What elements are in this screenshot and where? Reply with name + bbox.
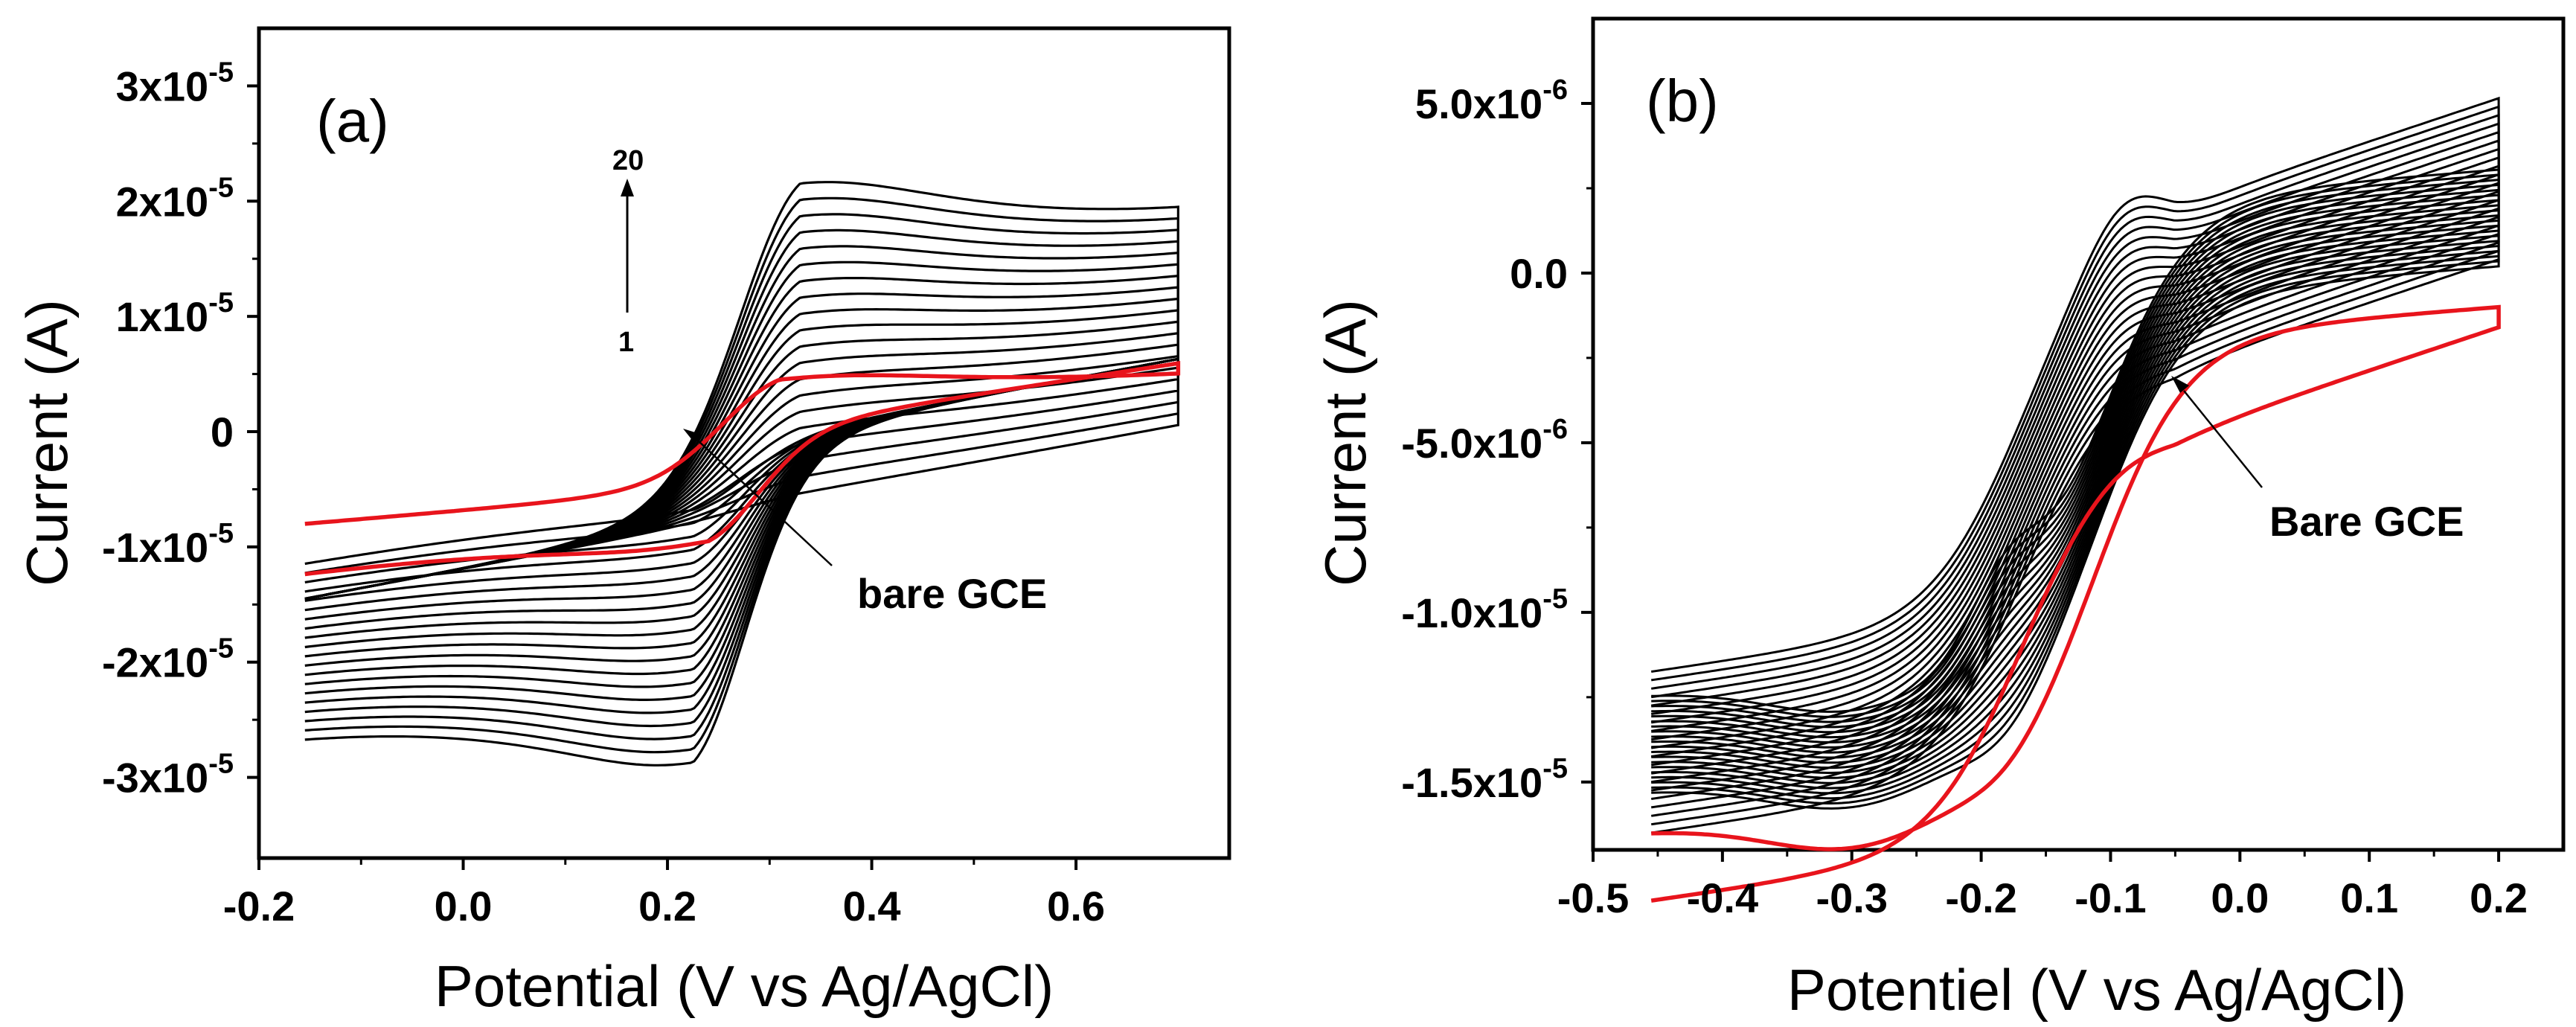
x-axis-title-b: Potentiel (V vs Ag/AgCl)	[1787, 957, 2406, 1023]
scan-direction-arrow-a	[621, 179, 634, 313]
cv-curves-a	[304, 181, 1181, 767]
tick-marks-a	[247, 84, 1078, 870]
x-tick-label: -0.1	[2074, 874, 2147, 921]
y-tick-label: 3x10-5	[116, 57, 234, 109]
y-tick-labels-a: 3x10-5 2x10-5 1x10-5 0 -1x10-5 -2x10-5 -3x10-5	[102, 57, 234, 801]
y-tick-label: 5.0x10-6	[1415, 74, 1568, 127]
y-tick-label: -3x10-5	[102, 749, 234, 802]
x-tick-label: 0.6	[1047, 883, 1105, 930]
y-tick-label: 0	[211, 409, 234, 455]
y-axis-title-a: Current (A)	[14, 299, 80, 586]
cv-cycle-17	[1650, 122, 2500, 729]
y-tick-label: -5.0x10-6	[1401, 414, 1568, 467]
y-tick-label: -1x10-5	[102, 518, 234, 571]
x-tick-labels-b: -0.5 -0.4 -0.3 -0.2 -0.1 0.0 0.1 0.2	[1557, 874, 2528, 921]
x-tick-label: -0.4	[1687, 874, 1759, 921]
y-tick-label: 2x10-5	[116, 172, 234, 225]
x-tick-label: -0.5	[1557, 874, 1630, 921]
scan-label-end: 20	[612, 145, 644, 176]
y-tick-label: -2x10-5	[102, 633, 234, 686]
annotation-arrow-b	[2171, 376, 2263, 488]
y-tick-label: -1.5x10-5	[1401, 753, 1568, 806]
x-tick-label: -0.2	[1945, 874, 2017, 921]
annotation-bare-gce-b: Bare GCE	[2269, 498, 2464, 545]
cv-cycle-20	[1650, 96, 2500, 713]
x-tick-label: 0.4	[843, 883, 901, 930]
tick-marks-b	[1581, 101, 2501, 862]
plot-frame-a	[257, 26, 1231, 860]
y-tick-labels-b: 5.0x10-6 0.0 -5.0x10-6 -1.0x10-5 -1.5x10-5	[1401, 74, 1568, 806]
cv-curves-b	[1650, 96, 2501, 903]
y-tick-label: -1.0x10-5	[1401, 583, 1568, 636]
x-tick-label: -0.3	[1816, 874, 1888, 921]
x-axis-title-a: Potential (V vs Ag/AgCl)	[435, 953, 1054, 1019]
x-tick-label: -0.2	[223, 883, 295, 930]
cv-bare-gce	[1650, 304, 2501, 903]
chart-panel-b: -0.5 -0.4 -0.3 -0.2 -0.1 0.0 0.1 0.2 5.0x10-6 0.…	[1313, 16, 2566, 1023]
annotation-bare-gce: bare GCE	[857, 570, 1047, 617]
panel-label-a: (a)	[316, 88, 389, 154]
cv-cycle-15	[1650, 138, 2500, 739]
cv-cycle-10	[1650, 181, 2500, 764]
scan-label-start: 1	[618, 327, 634, 358]
x-tick-label: 0.2	[638, 883, 696, 930]
y-tick-label: 0.0	[1510, 250, 1568, 297]
cv-cycle-14	[1650, 147, 2500, 743]
x-tick-labels-a: -0.2 0.0 0.2 0.4 0.6	[223, 883, 1105, 930]
cv-cycle-19	[304, 196, 1179, 754]
annotation-arrow-a	[683, 429, 833, 566]
y-tick-label: 1x10-5	[116, 287, 234, 340]
x-tick-label: 0.1	[2340, 874, 2398, 921]
y-axis-title-b: Current (A)	[1313, 299, 1378, 586]
x-tick-label: 0.0	[435, 883, 493, 930]
x-tick-label: 0.0	[2211, 874, 2269, 921]
chart-panel-a: -0.2 0.0 0.2 0.4 0.6 3x10-5 2x10-5 1x10-5 0 -1x1…	[14, 26, 1231, 1019]
cv-bare-gce	[304, 361, 1181, 577]
plot-frame-b	[1591, 16, 2566, 852]
cv-cycle-1	[1650, 257, 2500, 834]
panel-label-b: (b)	[1646, 68, 1719, 134]
cv-cycle-20	[304, 181, 1179, 767]
x-tick-label: 0.2	[2470, 874, 2528, 921]
